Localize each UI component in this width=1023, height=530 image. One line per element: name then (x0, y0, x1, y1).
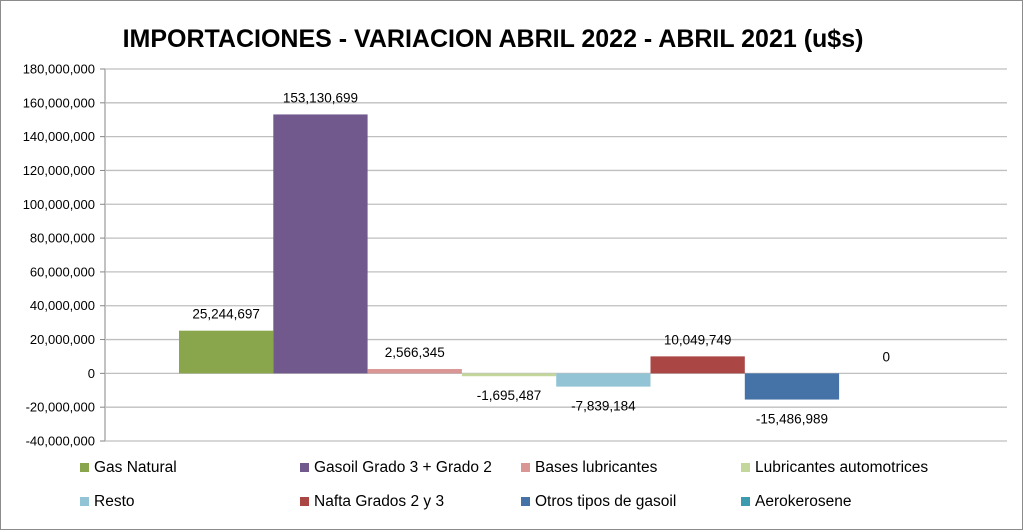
data-label: 0 (882, 349, 890, 364)
y-tick-label: 140,000,000 (23, 129, 95, 144)
legend-swatch (741, 463, 750, 472)
legend-label: Gas Natural (94, 459, 177, 476)
y-tick-label: 100,000,000 (23, 197, 95, 212)
legend-swatch (300, 463, 309, 472)
legend-swatch (521, 497, 530, 506)
y-tick-label: 160,000,000 (23, 95, 95, 110)
legend-swatch (80, 497, 89, 506)
bar-gas-natural (179, 330, 274, 374)
data-label: 153,130,699 (283, 90, 358, 105)
legend-swatch (80, 463, 89, 472)
legend-swatch (741, 497, 750, 506)
legend-label: Nafta Grados 2 y 3 (314, 493, 444, 510)
legend-label: Resto (94, 493, 135, 510)
legend-item: Otros tipos de gasoil (521, 493, 676, 510)
y-tick-label: 120,000,000 (23, 163, 95, 178)
legend-label: Bases lubricantes (535, 459, 658, 476)
legend-item: Lubricantes automotrices (741, 459, 928, 476)
legend-swatch (300, 497, 309, 506)
bar-otros-tipos-de-gasoil (744, 373, 840, 400)
y-tick-label: 40,000,000 (30, 298, 95, 313)
y-tick-label: 20,000,000 (30, 332, 95, 347)
data-label: 2,566,345 (385, 345, 445, 360)
legend-item: Resto (80, 493, 135, 510)
legend-label: Aerokerosene (755, 493, 852, 510)
legend-item: Gasoil Grado 3 + Grado 2 (300, 459, 492, 476)
legend-label: Gasoil Grado 3 + Grado 2 (314, 459, 492, 476)
bar-resto (556, 373, 651, 387)
data-label: -7,839,184 (571, 399, 636, 414)
y-tick-label: -20,000,000 (26, 400, 95, 415)
legend-item: Nafta Grados 2 y 3 (300, 493, 444, 510)
legend-item: Bases lubricantes (521, 459, 658, 476)
legend-swatch (521, 463, 530, 472)
data-label: -1,695,487 (477, 388, 542, 403)
bar-gasoil-grado-3-grado-2 (273, 114, 368, 374)
bar-lubricantes-automotrices (461, 373, 557, 377)
legend-label: Otros tipos de gasoil (535, 493, 676, 510)
y-tick-label: 0 (88, 366, 95, 381)
bar-bases-lubricantes (367, 369, 462, 374)
y-tick-label: -40,000,000 (26, 434, 95, 449)
y-tick-label: 60,000,000 (30, 264, 95, 279)
data-label: -15,486,989 (756, 412, 828, 427)
bar-nafta-grados-2-y-3 (650, 356, 745, 374)
y-tick-label: 80,000,000 (30, 231, 95, 246)
y-tick-label: 180,000,000 (23, 62, 95, 77)
data-label: 25,244,697 (192, 307, 260, 322)
data-label: 10,049,749 (664, 332, 732, 347)
legend-item: Gas Natural (80, 459, 177, 476)
legend-item: Aerokerosene (741, 493, 852, 510)
legend-label: Lubricantes automotrices (755, 459, 928, 476)
chart-title: IMPORTACIONES - VARIACION ABRIL 2022 - A… (123, 25, 864, 53)
